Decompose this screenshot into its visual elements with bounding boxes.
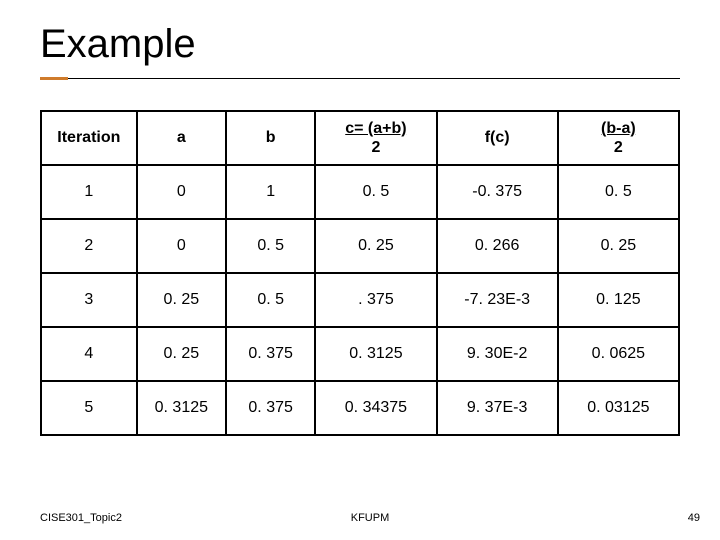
cell: 0. 0625: [558, 327, 679, 381]
table-row: 3 0. 25 0. 5 . 375 -7. 23E-3 0. 125: [41, 273, 679, 327]
cell: 4: [41, 327, 137, 381]
cell: 0. 266: [437, 219, 558, 273]
slide-title: Example: [40, 22, 720, 67]
cell: 0. 375: [226, 381, 315, 435]
cell: 0: [137, 219, 226, 273]
cell: 0. 5: [226, 219, 315, 273]
table-header-row: Iteration a b c= (a+b) 2 f(c) (b-a) 2: [41, 111, 679, 165]
cell: -0. 375: [437, 165, 558, 219]
cell: 2: [41, 219, 137, 273]
cell: 0. 25: [315, 219, 436, 273]
cell: 0: [137, 165, 226, 219]
cell: 0. 34375: [315, 381, 436, 435]
col-fc: f(c): [437, 111, 558, 165]
table-row: 5 0. 3125 0. 375 0. 34375 9. 37E-3 0. 03…: [41, 381, 679, 435]
cell: 0. 3125: [315, 327, 436, 381]
cell: 9. 30E-2: [437, 327, 558, 381]
cell: 5: [41, 381, 137, 435]
footer-center: KFUPM: [351, 512, 390, 524]
cell: 1: [41, 165, 137, 219]
cell: 0. 125: [558, 273, 679, 327]
cell: . 375: [315, 273, 436, 327]
cell: 0. 25: [137, 327, 226, 381]
cell: 0. 3125: [137, 381, 226, 435]
footer-left: CISE301_Topic2: [40, 512, 122, 524]
example-table: Iteration a b c= (a+b) 2 f(c) (b-a) 2 1 …: [40, 110, 680, 436]
slide-footer: CISE301_Topic2 KFUPM 49: [40, 512, 700, 524]
cell: 0. 375: [226, 327, 315, 381]
cell: 0. 25: [558, 219, 679, 273]
col-iteration: Iteration: [41, 111, 137, 165]
col-c: c= (a+b) 2: [315, 111, 436, 165]
col-b: b: [226, 111, 315, 165]
title-underline: [40, 77, 680, 80]
cell: 0. 25: [137, 273, 226, 327]
cell: 3: [41, 273, 137, 327]
cell: 0. 03125: [558, 381, 679, 435]
cell: 0. 5: [315, 165, 436, 219]
cell: -7. 23E-3: [437, 273, 558, 327]
col-a: a: [137, 111, 226, 165]
cell: 0. 5: [226, 273, 315, 327]
table-row: 2 0 0. 5 0. 25 0. 266 0. 25: [41, 219, 679, 273]
footer-page-number: 49: [688, 512, 700, 524]
cell: 0. 5: [558, 165, 679, 219]
cell: 1: [226, 165, 315, 219]
table-row: 1 0 1 0. 5 -0. 375 0. 5: [41, 165, 679, 219]
table-row: 4 0. 25 0. 375 0. 3125 9. 30E-2 0. 0625: [41, 327, 679, 381]
cell: 9. 37E-3: [437, 381, 558, 435]
col-ba2: (b-a) 2: [558, 111, 679, 165]
